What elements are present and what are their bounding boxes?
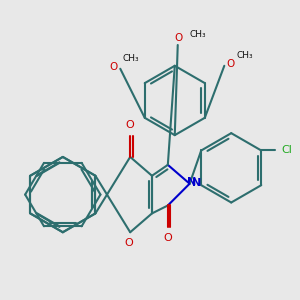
Text: N: N [187, 177, 196, 187]
Text: O: O [164, 233, 172, 243]
Text: CH₃: CH₃ [236, 51, 253, 60]
Text: O: O [126, 120, 135, 130]
Text: CH₃: CH₃ [122, 54, 139, 63]
Text: O: O [125, 238, 134, 248]
Text: N: N [192, 178, 201, 188]
Text: Cl: Cl [281, 146, 292, 155]
Text: O: O [175, 33, 183, 43]
Text: O: O [109, 62, 117, 72]
Text: CH₃: CH₃ [190, 30, 206, 39]
Text: O: O [226, 59, 235, 69]
